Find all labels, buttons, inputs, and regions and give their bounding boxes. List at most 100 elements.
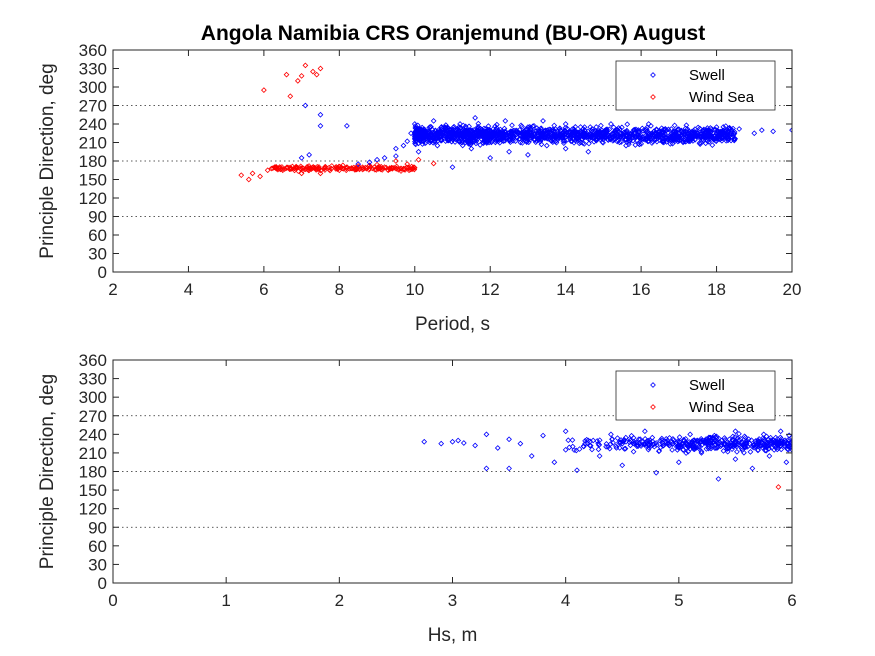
wind-sea-point xyxy=(261,87,267,93)
swell-cloud-point xyxy=(756,436,762,442)
swell-cloud-point xyxy=(547,126,554,133)
wind-sea-point xyxy=(430,160,437,167)
swell-cloud-point xyxy=(721,132,728,139)
swell-cloud-point xyxy=(510,134,517,141)
swell-cloud-point xyxy=(711,127,717,133)
swell-cloud-point xyxy=(677,132,684,139)
swell-cloud-point xyxy=(718,128,724,135)
wind-sea-cloud-point xyxy=(279,166,286,172)
swell-cloud-point xyxy=(617,440,624,447)
wind-sea-point xyxy=(287,93,294,100)
swell-cloud-point xyxy=(638,441,645,447)
swell-point xyxy=(506,436,512,443)
swell-cloud-point xyxy=(481,133,488,140)
swell-cloud-point xyxy=(738,445,745,452)
x-tick-label: 3 xyxy=(448,591,457,610)
wind-sea-cloud-point xyxy=(294,164,301,171)
swell-cloud-point xyxy=(437,134,443,141)
x-tick-label: 12 xyxy=(481,280,500,299)
swell-point xyxy=(664,437,671,444)
swell-point xyxy=(608,431,614,438)
swell-point xyxy=(502,118,509,124)
swell-cloud-point xyxy=(456,132,462,139)
swell-cloud-point xyxy=(708,126,715,132)
swell-cloud-point xyxy=(627,442,634,449)
wind-sea-cloud-point xyxy=(286,166,293,172)
swell-cloud-point xyxy=(750,442,757,449)
swell-cloud-point xyxy=(496,131,503,138)
swell-point xyxy=(574,467,580,474)
swell-cloud-point xyxy=(618,134,624,140)
swell-cloud-point xyxy=(726,125,732,132)
swell-cloud-point xyxy=(580,140,586,146)
swell-cloud-point xyxy=(649,140,655,146)
swell-cloud-point xyxy=(642,436,648,442)
swell-cloud-point xyxy=(502,128,509,135)
wind-sea-cloud-point xyxy=(398,168,404,174)
x-tick-label: 18 xyxy=(707,280,726,299)
swell-point xyxy=(581,124,588,130)
swell-point xyxy=(577,139,584,146)
wind-sea-point xyxy=(283,71,290,78)
wind-sea-cloud-point xyxy=(326,166,333,173)
swell-cloud-point xyxy=(654,138,660,145)
swell-point xyxy=(455,437,462,444)
swell-cloud-point xyxy=(572,132,578,139)
swell-cloud-point xyxy=(523,139,530,145)
swell-cloud-point xyxy=(494,137,501,144)
swell-cloud-point xyxy=(670,137,677,144)
swell-point xyxy=(766,453,773,459)
swell-cloud-point xyxy=(500,137,507,144)
swell-cloud-point xyxy=(469,132,476,139)
swell-point xyxy=(596,453,603,459)
swell-cloud-point xyxy=(646,130,653,137)
swell-point xyxy=(770,128,777,135)
swell-cloud-point xyxy=(452,130,459,137)
x-tick-label: 10 xyxy=(405,280,424,299)
swell-point xyxy=(630,448,637,455)
swell-cloud-point xyxy=(742,434,749,441)
y-tick-label: 180 xyxy=(79,152,107,171)
swell-cloud-point xyxy=(692,126,698,133)
y-tick-label: 60 xyxy=(88,537,107,556)
swell-cloud-point xyxy=(609,436,615,443)
swell-cloud-point xyxy=(650,138,656,145)
swell-point xyxy=(355,161,362,167)
swell-cloud-point xyxy=(698,435,705,442)
swell-cloud-point xyxy=(415,132,421,139)
swell-cloud-point xyxy=(716,435,722,442)
swell-cloud-point xyxy=(683,445,689,451)
swell-point xyxy=(585,148,592,155)
swell-cloud-point xyxy=(687,442,693,449)
swell-point xyxy=(715,476,722,482)
swell-cloud-point xyxy=(759,444,766,451)
wind-sea-cloud-point xyxy=(311,164,318,171)
swell-cloud-point xyxy=(461,127,468,134)
swell-cloud-point xyxy=(693,444,700,451)
swell-cloud-point xyxy=(666,442,673,449)
wind-sea-cloud-point xyxy=(322,164,328,170)
swell-cloud-point xyxy=(742,442,748,449)
swell-cloud-point xyxy=(573,447,580,454)
swell-point xyxy=(630,127,637,134)
swell-cloud-point xyxy=(732,135,738,142)
swell-cloud-point xyxy=(778,446,785,453)
swell-point xyxy=(381,155,388,161)
swell-cloud-point xyxy=(729,446,735,453)
wind-sea-point xyxy=(313,71,320,78)
swell-cloud-point xyxy=(628,432,635,439)
x-tick-label: 6 xyxy=(787,591,796,610)
wind-sea-point xyxy=(366,165,373,172)
swell-cloud-point xyxy=(622,129,629,136)
wind-sea-cloud-point xyxy=(391,164,397,171)
swell-point xyxy=(517,440,524,447)
wind-sea-point xyxy=(264,167,271,174)
swell-cloud-point xyxy=(606,445,613,452)
swell-cloud-point xyxy=(613,443,619,450)
swell-point xyxy=(751,130,758,137)
chart-title: Angola Namibia CRS Oranjemund (BU-OR) Au… xyxy=(201,22,705,45)
swell-cloud-point xyxy=(659,437,665,444)
swell-cloud-point xyxy=(546,133,553,140)
wind-sea-cloud-point xyxy=(277,164,283,171)
